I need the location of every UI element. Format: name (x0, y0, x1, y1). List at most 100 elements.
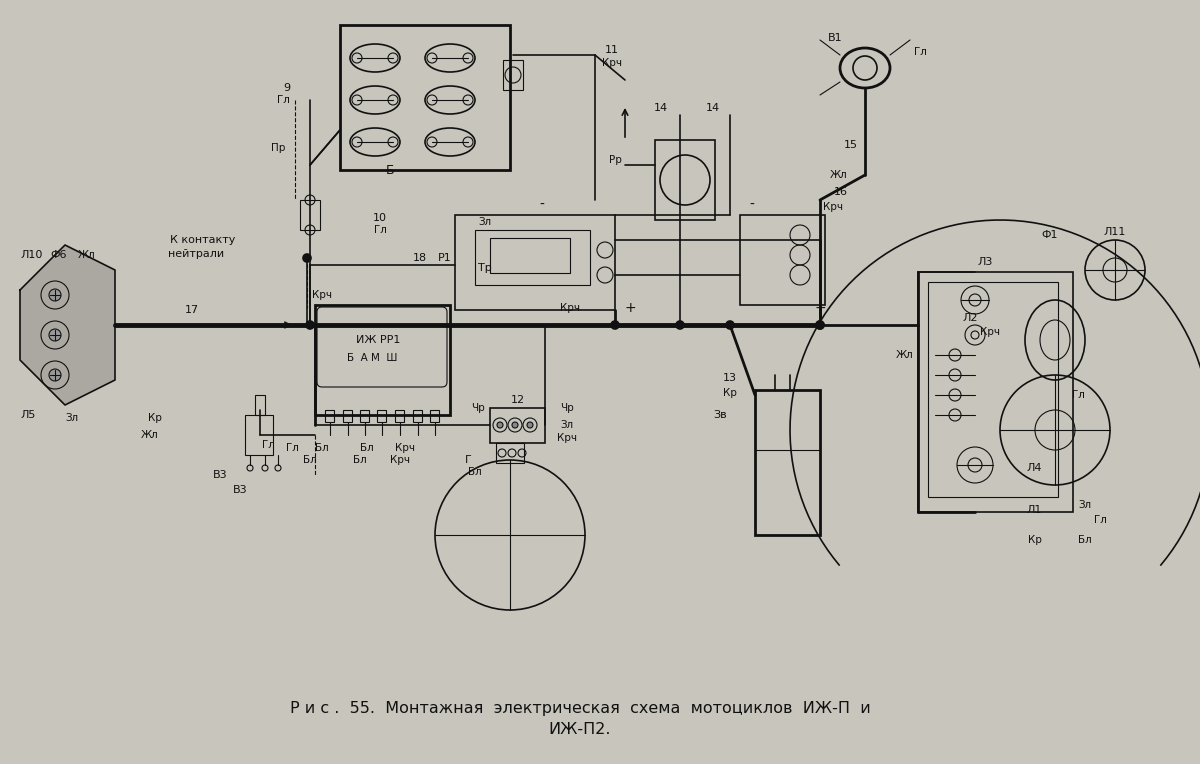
Circle shape (49, 329, 61, 341)
Text: Гл: Гл (913, 47, 926, 57)
Text: Л1: Л1 (1027, 505, 1042, 515)
Circle shape (427, 137, 437, 147)
Bar (340, 25, 510, 170)
Circle shape (816, 321, 824, 329)
Bar (430, 410, 439, 422)
Text: Гл: Гл (1072, 390, 1085, 400)
Text: Бл: Бл (1078, 535, 1092, 545)
Bar (475, 230, 590, 285)
Circle shape (352, 53, 362, 63)
Circle shape (388, 53, 398, 63)
Text: Р1: Р1 (438, 253, 452, 263)
Text: 10: 10 (373, 213, 386, 223)
Text: Жл: Жл (896, 350, 914, 360)
Circle shape (302, 254, 311, 262)
Bar (256, 395, 265, 415)
Circle shape (611, 321, 619, 329)
Text: Гл: Гл (286, 443, 299, 453)
Text: Л11: Л11 (1104, 227, 1126, 237)
Text: Ф1: Ф1 (1042, 230, 1058, 240)
Text: Гл: Гл (373, 225, 386, 235)
Bar (360, 410, 370, 422)
Text: 9: 9 (283, 83, 290, 93)
Circle shape (497, 422, 503, 428)
Text: 14: 14 (706, 103, 720, 113)
Bar (314, 305, 450, 415)
Text: Чр: Чр (560, 403, 574, 413)
Text: Крч: Крч (823, 202, 842, 212)
Circle shape (352, 137, 362, 147)
Text: Л4: Л4 (1026, 463, 1042, 473)
Text: Зл: Зл (478, 217, 491, 227)
Text: +: + (624, 301, 636, 315)
Circle shape (726, 321, 734, 329)
Text: В3: В3 (212, 470, 227, 480)
Bar (325, 410, 334, 422)
Text: +: + (814, 301, 826, 315)
Circle shape (676, 321, 684, 329)
Text: К контакту: К контакту (170, 235, 235, 245)
Circle shape (388, 95, 398, 105)
Bar (455, 215, 616, 310)
Text: В3: В3 (233, 485, 247, 495)
Bar (377, 410, 386, 422)
Text: Кр: Кр (724, 388, 737, 398)
Text: Жл: Жл (142, 430, 158, 440)
Bar (918, 272, 1073, 512)
Text: Крч: Крч (602, 58, 622, 68)
Circle shape (388, 137, 398, 147)
Text: Б  А М  Ш: Б А М Ш (347, 353, 397, 363)
Text: Жл: Жл (830, 170, 848, 180)
Text: Л10: Л10 (20, 250, 42, 260)
Text: Зв: Зв (713, 410, 727, 420)
Bar (490, 408, 545, 443)
Bar (928, 282, 1058, 497)
Text: Бл: Бл (360, 443, 374, 453)
Circle shape (427, 95, 437, 105)
Circle shape (49, 289, 61, 301)
Bar (655, 140, 715, 220)
Text: Зл: Зл (1079, 500, 1092, 510)
Bar (300, 200, 320, 230)
Text: 13: 13 (722, 373, 737, 383)
Text: Бл: Бл (353, 455, 367, 465)
Bar (496, 443, 524, 463)
Text: Р и с .  55.  Монтажная  электрическая  схема  мотоциклов  ИЖ-П  и: Р и с . 55. Монтажная электрическая схем… (289, 701, 870, 716)
Text: Ф6: Ф6 (50, 250, 66, 260)
Text: Кр: Кр (148, 413, 162, 423)
Text: 18: 18 (413, 253, 427, 263)
Text: 16: 16 (834, 187, 848, 197)
Text: 14: 14 (654, 103, 668, 113)
Text: -: - (750, 198, 755, 212)
Text: ИЖ-П2.: ИЖ-П2. (548, 723, 611, 737)
Text: -: - (540, 198, 545, 212)
Circle shape (463, 137, 473, 147)
Text: Рр: Рр (610, 155, 622, 165)
Text: Л2: Л2 (962, 313, 978, 323)
Circle shape (527, 422, 533, 428)
Text: Гл: Гл (262, 440, 275, 450)
Text: 15: 15 (844, 140, 858, 150)
Circle shape (463, 95, 473, 105)
Text: Гл: Гл (1093, 515, 1106, 525)
Bar (755, 390, 820, 535)
Bar (395, 410, 404, 422)
Polygon shape (20, 245, 115, 405)
Text: Бл: Бл (304, 455, 317, 465)
Text: Крч: Крч (312, 290, 332, 300)
Bar (245, 415, 274, 455)
Text: Л5: Л5 (20, 410, 35, 420)
Text: Зл: Зл (65, 413, 78, 423)
Text: Крч: Крч (980, 327, 1000, 337)
Circle shape (49, 369, 61, 381)
Bar (740, 215, 826, 305)
Bar (343, 410, 352, 422)
Text: Чр: Чр (472, 403, 485, 413)
Text: 17: 17 (185, 305, 199, 315)
Circle shape (306, 321, 314, 329)
Text: В1: В1 (828, 33, 842, 43)
Text: ИЖ РР1: ИЖ РР1 (356, 335, 400, 345)
Text: Бл: Бл (316, 443, 329, 453)
Circle shape (463, 53, 473, 63)
Text: Зл: Зл (560, 420, 574, 430)
